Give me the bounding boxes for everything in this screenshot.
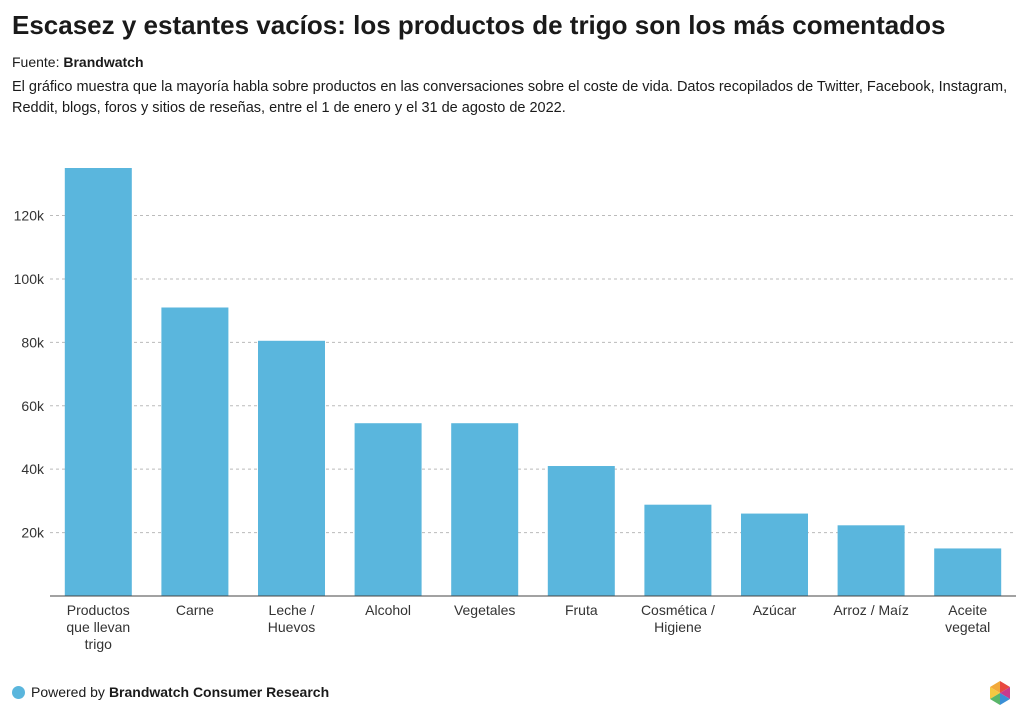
x-tick-label: Aceite vegetal bbox=[945, 602, 990, 635]
x-tick-label: Leche / Huevos bbox=[268, 602, 315, 635]
brand-dot-icon bbox=[12, 685, 25, 699]
category-labels: Productos que llevan trigo Carne Leche / Huev… bbox=[66, 602, 990, 652]
x-tick-label: Cosmética / Higiene bbox=[641, 602, 715, 635]
source-label: Fuente: bbox=[12, 54, 60, 70]
bar[interactable] bbox=[451, 423, 519, 596]
bar[interactable] bbox=[934, 548, 1002, 596]
y-tick-label: 20k bbox=[21, 525, 45, 541]
x-tick-label: Arroz / Maíz bbox=[833, 602, 908, 618]
bar[interactable] bbox=[161, 307, 229, 596]
logo-facet-left bbox=[990, 687, 1000, 699]
x-tick-label: Azúcar bbox=[753, 602, 797, 618]
bar[interactable] bbox=[837, 525, 905, 596]
x-tick-label: Carne bbox=[176, 602, 214, 618]
footer: Powered by Brandwatch Consumer Research bbox=[12, 684, 329, 700]
bar[interactable] bbox=[64, 168, 132, 596]
powered-by-name[interactable]: Brandwatch Consumer Research bbox=[108, 684, 330, 700]
x-tick-label: Productos que llevan trigo bbox=[66, 602, 130, 652]
logo-facet-bottom-left bbox=[990, 693, 1000, 705]
y-tick-label: 60k bbox=[21, 398, 45, 414]
chart-title: Escasez y estantes vacíos: los productos… bbox=[12, 10, 946, 40]
source-line: Fuente: Brandwatch bbox=[12, 54, 144, 70]
bar[interactable] bbox=[547, 466, 615, 596]
logo-facet-top-right bbox=[1000, 681, 1010, 693]
logo-facet-top-left bbox=[990, 681, 1000, 693]
x-tick-label: Fruta bbox=[565, 602, 598, 618]
bar[interactable] bbox=[741, 513, 808, 596]
logo-facet-right bbox=[1000, 687, 1010, 699]
y-tick-label: 120k bbox=[14, 208, 45, 224]
y-tick-label: 100k bbox=[14, 271, 45, 287]
brandwatch-logo-icon[interactable] bbox=[988, 680, 1012, 706]
y-tick-label: 80k bbox=[21, 334, 45, 350]
y-tick-label: 40k bbox=[21, 461, 45, 477]
powered-by-label: Powered by bbox=[31, 684, 105, 700]
axes: 20k 40k 60k 80k 100k 120k bbox=[14, 208, 1016, 597]
bar[interactable] bbox=[644, 504, 712, 596]
source-name: Brandwatch bbox=[63, 54, 144, 70]
logo-facet-bottom-right bbox=[1000, 693, 1010, 705]
bar[interactable] bbox=[258, 340, 325, 596]
bar[interactable] bbox=[354, 423, 422, 596]
x-tick-label: Alcohol bbox=[365, 602, 411, 618]
x-tick-label: Vegetales bbox=[454, 602, 516, 618]
chart-description: El gráfico muestra que la mayoría habla … bbox=[12, 79, 1008, 116]
bars bbox=[64, 168, 1002, 596]
